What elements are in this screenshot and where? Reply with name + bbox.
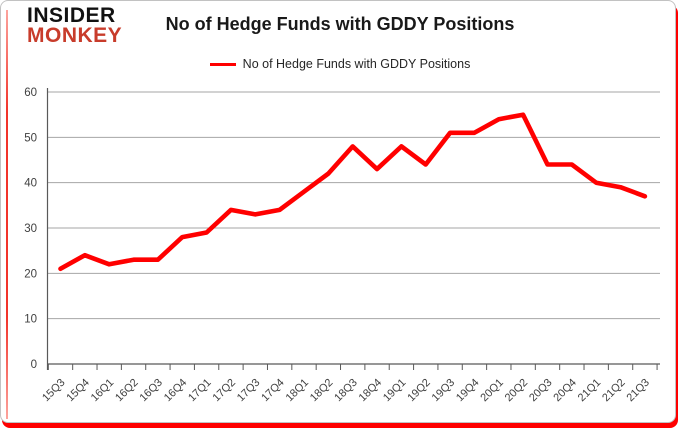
svg-text:20Q3: 20Q3 [527, 377, 555, 405]
svg-text:20Q2: 20Q2 [503, 377, 531, 405]
legend-line-swatch-icon [209, 62, 236, 66]
svg-text:17Q3: 17Q3 [235, 377, 263, 405]
svg-text:16Q2: 16Q2 [113, 377, 141, 405]
svg-text:18Q1: 18Q1 [284, 377, 312, 405]
svg-text:16Q3: 16Q3 [137, 377, 165, 405]
svg-text:19Q4: 19Q4 [454, 377, 482, 405]
legend-label: No of Hedge Funds with GDDY Positions [242, 57, 471, 71]
svg-text:18Q3: 18Q3 [332, 377, 360, 405]
x-axis-tick-labels: 15Q315Q416Q116Q216Q316Q417Q117Q217Q317Q4… [40, 377, 652, 405]
svg-text:60: 60 [24, 87, 37, 99]
svg-text:17Q4: 17Q4 [259, 377, 287, 405]
svg-text:19Q2: 19Q2 [405, 377, 433, 405]
svg-text:21Q3: 21Q3 [624, 377, 652, 405]
svg-text:18Q4: 18Q4 [357, 377, 385, 405]
svg-text:20: 20 [24, 268, 37, 280]
x-axis-ticks [47, 364, 658, 370]
svg-text:21Q1: 21Q1 [576, 377, 604, 405]
logo-line-monkey: MONKEY [27, 23, 123, 47]
chart-card [0, 0, 676, 423]
svg-text:17Q1: 17Q1 [186, 377, 214, 405]
gridlines [47, 91, 660, 365]
svg-text:10: 10 [24, 314, 37, 326]
svg-text:19Q3: 19Q3 [430, 377, 458, 405]
svg-text:0: 0 [31, 359, 37, 371]
y-axis-tick-labels: 0 10 20 30 40 50 60 [24, 87, 37, 371]
series-line [58, 112, 648, 272]
chart-legend: No of Hedge Funds with GDDY Positions [0, 57, 680, 71]
svg-text:17Q2: 17Q2 [211, 377, 239, 405]
svg-text:30: 30 [24, 223, 37, 235]
svg-text:20Q1: 20Q1 [478, 377, 506, 405]
insider-monkey-logo: INSIDER MONKEY [27, 4, 123, 47]
svg-text:16Q4: 16Q4 [162, 377, 190, 405]
svg-text:50: 50 [24, 132, 37, 144]
logo-line-insider: INSIDER [27, 4, 116, 27]
svg-text:15Q4: 15Q4 [64, 377, 92, 405]
svg-text:16Q1: 16Q1 [89, 377, 117, 405]
svg-text:19Q1: 19Q1 [381, 377, 409, 405]
svg-text:40: 40 [24, 178, 37, 190]
svg-text:15Q3: 15Q3 [40, 377, 68, 405]
svg-text:20Q4: 20Q4 [551, 377, 579, 405]
svg-text:21Q2: 21Q2 [600, 377, 628, 405]
chart-title: No of Hedge Funds with GDDY Positions [165, 14, 515, 34]
svg-text:18Q2: 18Q2 [308, 377, 336, 405]
left-accent-bar [6, 10, 8, 419]
